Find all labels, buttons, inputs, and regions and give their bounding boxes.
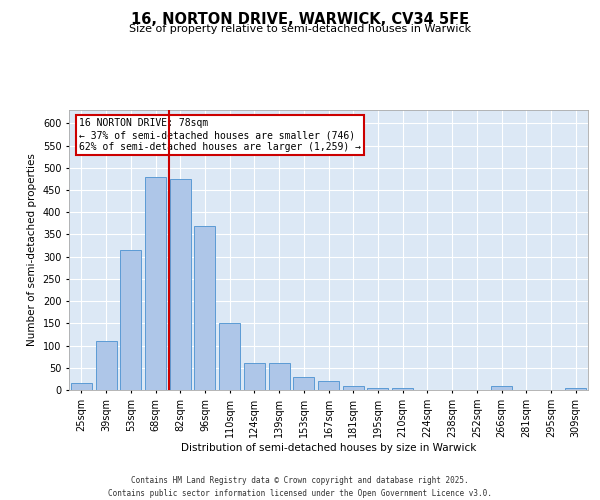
Bar [244,364,265,390]
Bar [95,341,116,390]
Bar [392,388,413,390]
Bar [318,381,339,390]
Bar [145,176,166,390]
Bar [194,226,215,390]
Bar [71,384,92,390]
Bar [120,250,141,390]
Bar [269,364,290,390]
X-axis label: Distribution of semi-detached houses by size in Warwick: Distribution of semi-detached houses by … [181,442,476,452]
Bar [293,376,314,390]
Text: 16, NORTON DRIVE, WARWICK, CV34 5FE: 16, NORTON DRIVE, WARWICK, CV34 5FE [131,12,469,28]
Text: Size of property relative to semi-detached houses in Warwick: Size of property relative to semi-detach… [129,24,471,34]
Bar [367,388,388,390]
Text: 16 NORTON DRIVE: 78sqm
← 37% of semi-detached houses are smaller (746)
62% of se: 16 NORTON DRIVE: 78sqm ← 37% of semi-det… [79,118,361,152]
Bar [219,324,240,390]
Y-axis label: Number of semi-detached properties: Number of semi-detached properties [27,154,37,346]
Bar [343,386,364,390]
Bar [170,179,191,390]
Bar [491,386,512,390]
Bar [565,388,586,390]
Text: Contains HM Land Registry data © Crown copyright and database right 2025.
Contai: Contains HM Land Registry data © Crown c… [108,476,492,498]
